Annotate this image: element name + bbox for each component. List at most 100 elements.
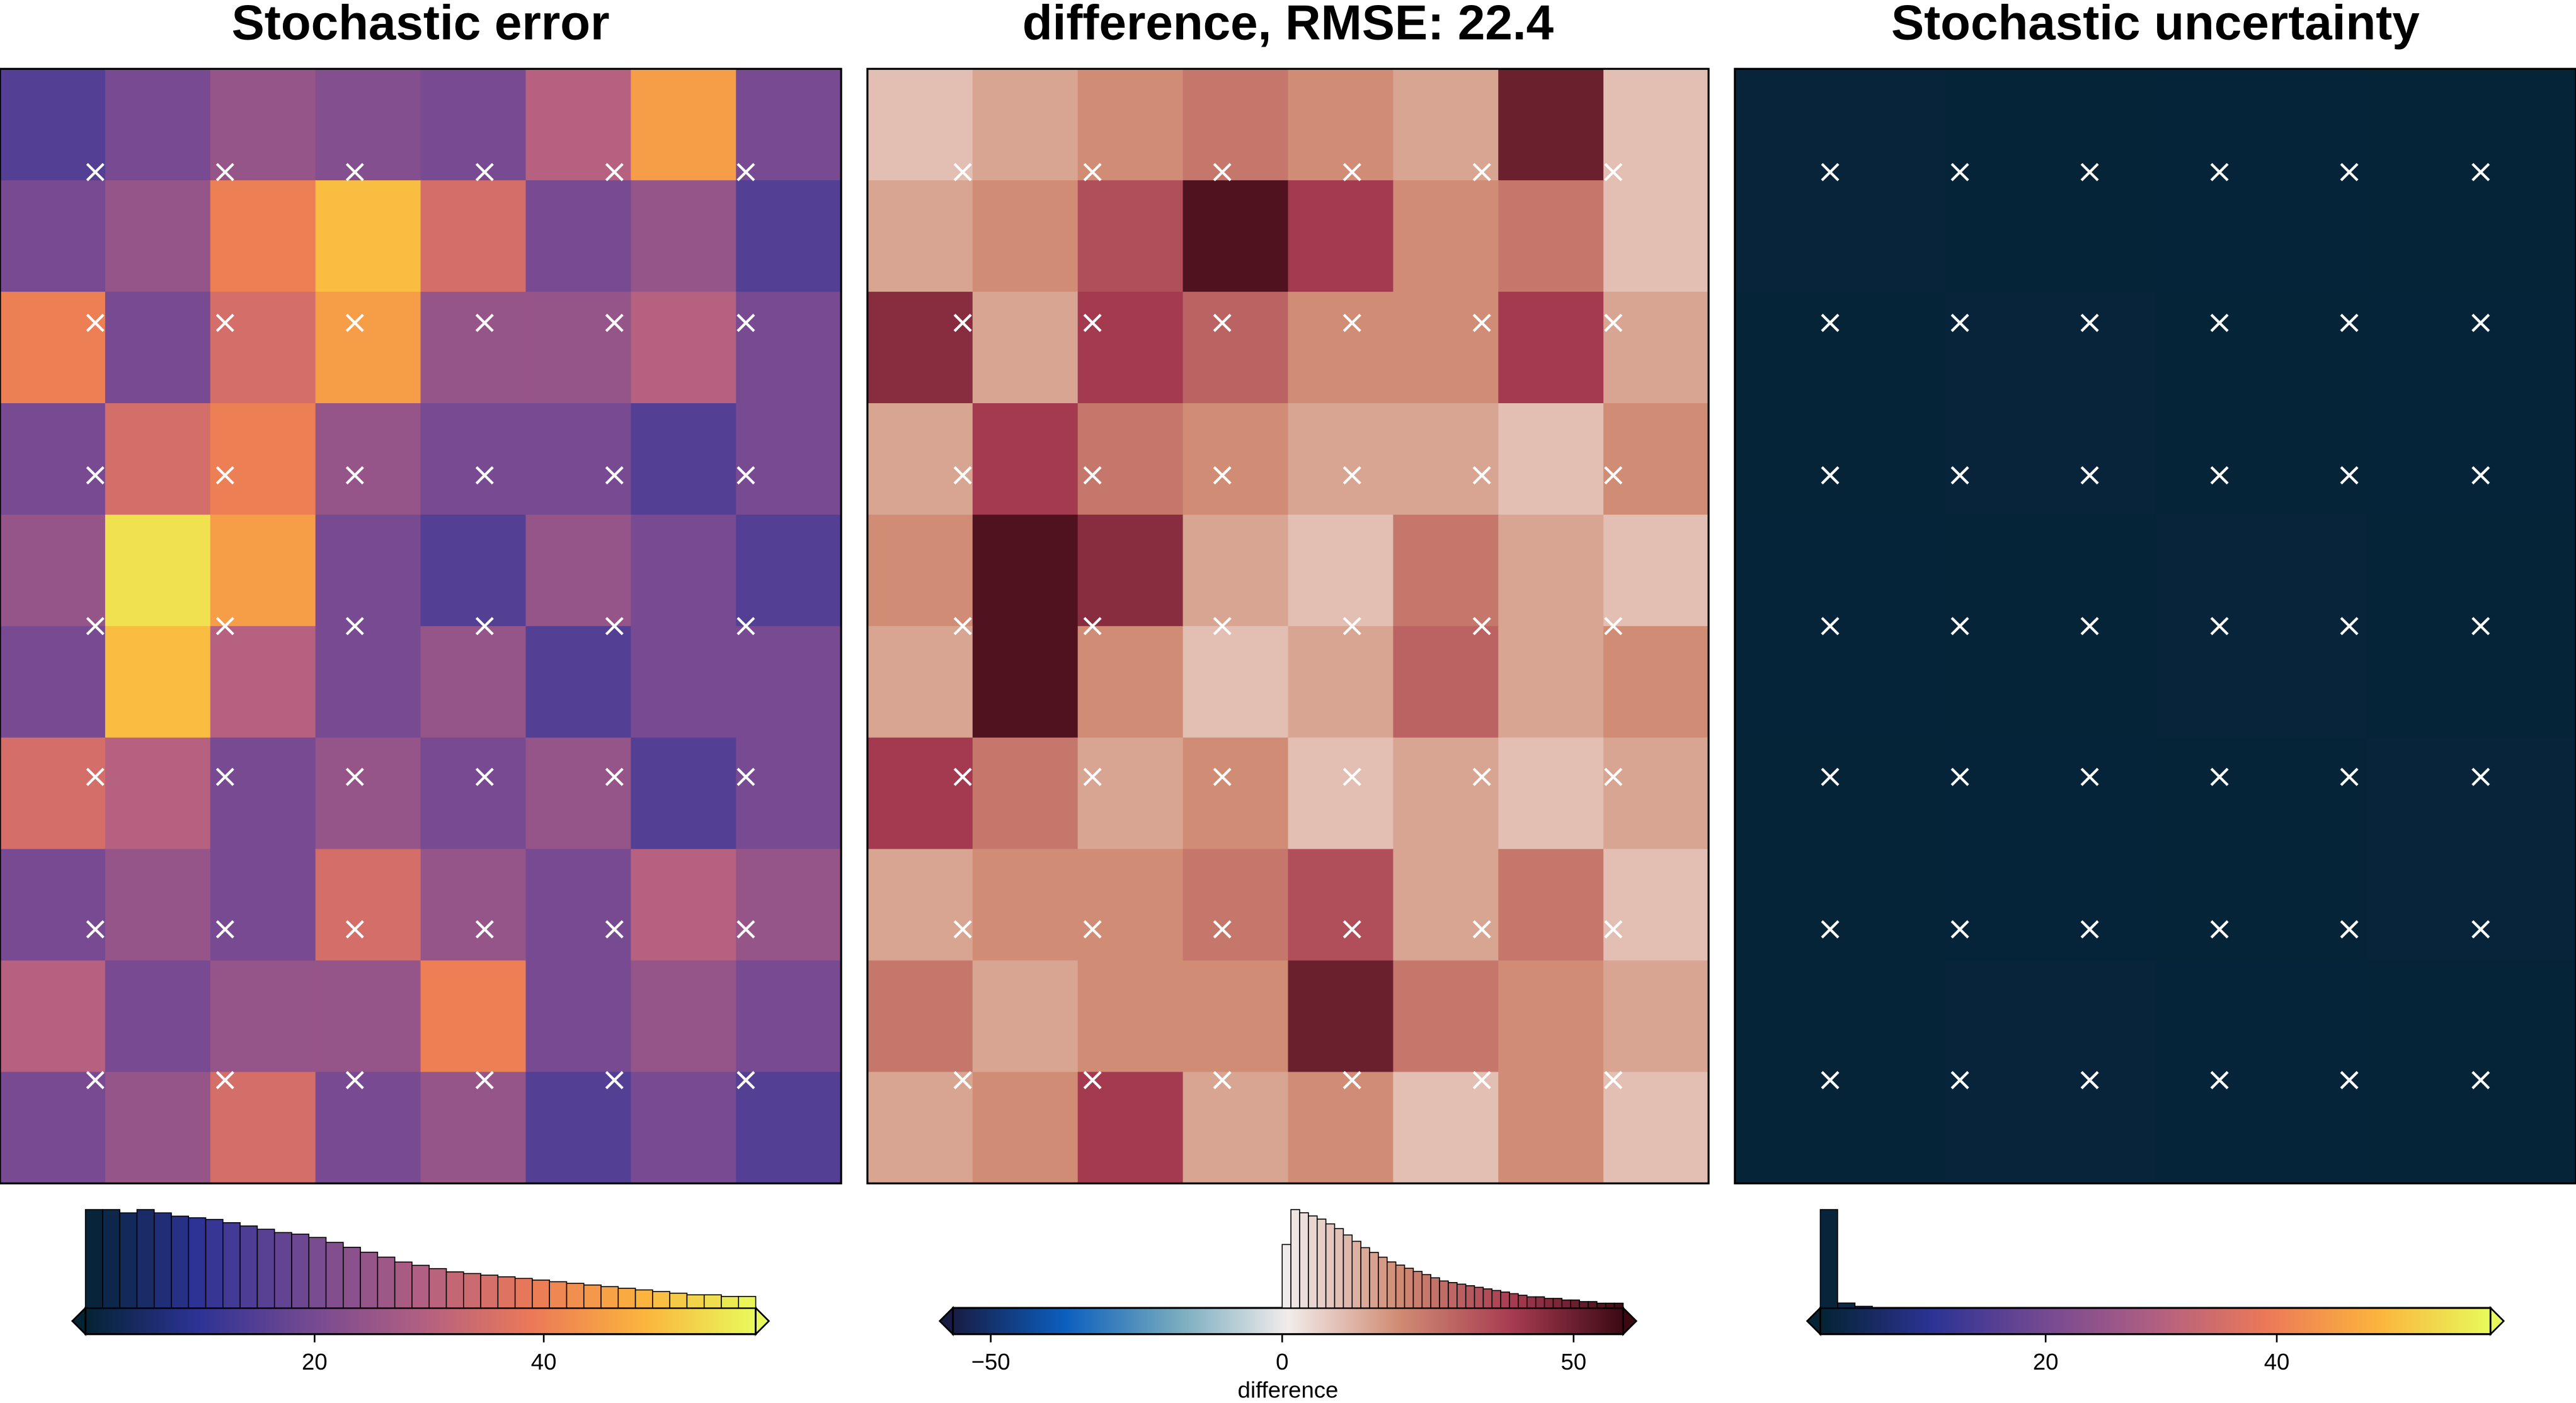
- marker-stroke: [1213, 466, 1232, 484]
- sample-marker: [1950, 767, 1969, 786]
- heatmap-cell: [525, 626, 632, 739]
- heatmap-cell: [1182, 737, 1289, 850]
- heatmap-cell: [972, 292, 1079, 404]
- marker-stroke: [86, 617, 105, 636]
- heatmap-cell: [1393, 292, 1499, 404]
- marker-stroke: [1342, 767, 1361, 786]
- colorbar-extend: [1806, 1305, 1821, 1336]
- histogram-bar: [1439, 1280, 1449, 1309]
- histogram-bar: [205, 1218, 224, 1309]
- marker-stroke: [1342, 617, 1361, 636]
- histogram-bar: [617, 1288, 636, 1309]
- histogram-bar: [634, 1289, 653, 1309]
- heatmap-cell: [631, 960, 737, 1073]
- marker-stroke: [1342, 1070, 1361, 1089]
- sample-marker: [1472, 617, 1491, 636]
- heatmap-cell: [972, 514, 1079, 627]
- sample-marker: [736, 767, 755, 786]
- panel-title: Stochastic error: [232, 0, 610, 50]
- sample-marker: [1472, 1070, 1491, 1089]
- sample-marker: [1472, 314, 1491, 333]
- heatmap-cell: [1182, 1072, 1289, 1184]
- heatmap-cell: [1288, 849, 1394, 961]
- heatmap-cell: [0, 403, 106, 516]
- marker-stroke: [736, 920, 755, 939]
- marker-stroke: [475, 1070, 494, 1089]
- heatmap-cell: [105, 960, 212, 1073]
- heatmap-cell: [105, 180, 212, 293]
- colorbar-tick-label: 0: [1276, 1349, 1288, 1375]
- histogram-bar: [1596, 1302, 1606, 1309]
- histogram-bar: [600, 1286, 619, 1309]
- histogram-bar: [1299, 1212, 1309, 1309]
- marker-stroke: [2210, 617, 2229, 636]
- heatmap-cell: [1945, 960, 2156, 1184]
- marker-stroke: [215, 314, 234, 333]
- histogram-bar: [1387, 1261, 1397, 1309]
- marker-stroke: [605, 466, 624, 484]
- sample-marker: [1213, 1070, 1232, 1089]
- colorbar-tick-label: 50: [1561, 1349, 1587, 1375]
- histogram-bar: [1588, 1301, 1598, 1309]
- marker-stroke: [2080, 466, 2099, 484]
- heatmap-cell: [420, 69, 527, 181]
- colorbar-tick-label: 20: [302, 1349, 328, 1375]
- sample-marker: [345, 314, 364, 333]
- histogram-bar: [1325, 1223, 1336, 1309]
- histogram-bar: [1837, 1302, 1856, 1309]
- heatmap-cell: [105, 403, 212, 516]
- sample-marker: [215, 466, 234, 484]
- sample-marker: [1342, 1070, 1361, 1089]
- heatmap-cell: [1734, 69, 1946, 293]
- heatmap-cell: [631, 69, 737, 181]
- heatmap-cell: [2366, 69, 2576, 293]
- histogram-bar: [1369, 1252, 1379, 1309]
- histogram-bar: [428, 1268, 447, 1309]
- sample-marker: [86, 920, 105, 939]
- histogram-bar: [1854, 1305, 1873, 1309]
- sample-marker: [953, 617, 972, 636]
- sample-marker: [736, 920, 755, 939]
- heatmap-cell: [315, 292, 421, 404]
- heatmap-cell: [210, 626, 316, 739]
- colorbar-extend: [755, 1305, 770, 1336]
- heatmap-cell: [631, 514, 737, 627]
- sample-marker: [2471, 466, 2490, 484]
- marker-stroke: [1821, 617, 1840, 636]
- marker-stroke: [1821, 466, 1840, 484]
- sample-marker: [2080, 767, 2099, 786]
- sample-marker: [1472, 920, 1491, 939]
- sample-marker: [1342, 617, 1361, 636]
- sample-marker: [953, 466, 972, 484]
- marker-stroke: [2210, 163, 2229, 181]
- histogram-bar: [1360, 1247, 1370, 1309]
- heatmap-cell: [2155, 292, 2367, 516]
- marker-stroke: [2340, 163, 2359, 181]
- marker-stroke: [215, 1070, 234, 1089]
- marker-stroke: [2080, 314, 2099, 333]
- sample-marker: [1342, 920, 1361, 939]
- sample-marker: [736, 163, 755, 181]
- sample-marker: [1604, 1070, 1623, 1089]
- panel-frame: [866, 67, 1710, 1184]
- colorbar-tick-label: −50: [971, 1349, 1010, 1375]
- marker-stroke: [215, 920, 234, 939]
- marker-stroke: [2340, 1070, 2359, 1089]
- sample-marker: [215, 920, 234, 939]
- heatmap-cell: [1945, 514, 2156, 739]
- marker-stroke: [736, 163, 755, 181]
- heatmap-cell: [1288, 960, 1394, 1073]
- sample-marker: [475, 314, 494, 333]
- marker-stroke: [1950, 767, 1969, 786]
- heatmap-cell: [1393, 180, 1499, 293]
- heatmap-cell: [1498, 292, 1605, 404]
- heatmap-cell: [0, 292, 106, 404]
- marker-stroke: [605, 920, 624, 939]
- histogram-bar: [1526, 1296, 1537, 1309]
- histogram-bar: [1605, 1302, 1615, 1309]
- sample-marker: [215, 767, 234, 786]
- heatmap-cell: [2155, 960, 2367, 1184]
- heatmap-cell: [867, 292, 974, 404]
- heatmap-cell: [0, 180, 106, 293]
- sample-marker: [953, 920, 972, 939]
